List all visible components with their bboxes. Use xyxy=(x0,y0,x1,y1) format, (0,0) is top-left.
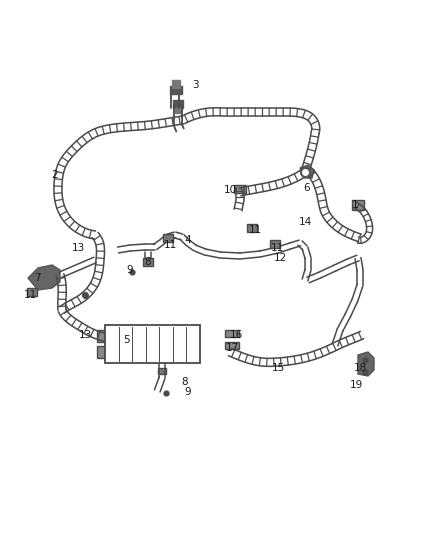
FancyBboxPatch shape xyxy=(270,240,280,248)
FancyBboxPatch shape xyxy=(225,342,239,349)
Text: 13: 13 xyxy=(71,243,85,253)
Text: 11: 11 xyxy=(248,225,261,235)
Text: 9: 9 xyxy=(127,265,133,275)
Text: 6: 6 xyxy=(304,183,310,193)
FancyBboxPatch shape xyxy=(234,185,246,193)
Bar xyxy=(172,80,180,88)
Text: 8: 8 xyxy=(145,257,151,267)
Bar xyxy=(175,108,181,113)
Text: 16: 16 xyxy=(230,330,243,340)
Bar xyxy=(173,100,183,108)
Bar xyxy=(170,86,182,94)
Polygon shape xyxy=(28,265,60,290)
FancyBboxPatch shape xyxy=(27,288,37,296)
Text: 7: 7 xyxy=(34,273,40,283)
FancyBboxPatch shape xyxy=(143,258,153,266)
Text: 12: 12 xyxy=(273,253,286,263)
FancyBboxPatch shape xyxy=(97,346,105,358)
Polygon shape xyxy=(358,352,374,376)
Text: 18: 18 xyxy=(353,363,367,373)
FancyBboxPatch shape xyxy=(225,330,239,337)
Text: 2: 2 xyxy=(52,170,58,180)
FancyBboxPatch shape xyxy=(163,234,173,242)
Text: 19: 19 xyxy=(350,380,363,390)
Text: 11: 11 xyxy=(163,240,177,250)
Polygon shape xyxy=(300,165,314,178)
FancyBboxPatch shape xyxy=(97,330,105,342)
FancyBboxPatch shape xyxy=(247,224,257,232)
Text: 8: 8 xyxy=(182,377,188,387)
Text: 17: 17 xyxy=(226,343,239,353)
Text: 9: 9 xyxy=(185,387,191,397)
Text: 11: 11 xyxy=(23,290,37,300)
Text: 10: 10 xyxy=(223,185,237,195)
FancyBboxPatch shape xyxy=(352,200,364,210)
FancyBboxPatch shape xyxy=(105,325,200,363)
Text: 14: 14 xyxy=(298,217,311,227)
Text: 3: 3 xyxy=(192,80,198,90)
Text: 15: 15 xyxy=(272,363,285,373)
Text: 13: 13 xyxy=(78,330,92,340)
Text: 5: 5 xyxy=(124,335,131,345)
FancyBboxPatch shape xyxy=(158,368,166,374)
Text: 1: 1 xyxy=(352,200,358,210)
Text: 11: 11 xyxy=(270,243,284,253)
Text: 4: 4 xyxy=(185,235,191,245)
